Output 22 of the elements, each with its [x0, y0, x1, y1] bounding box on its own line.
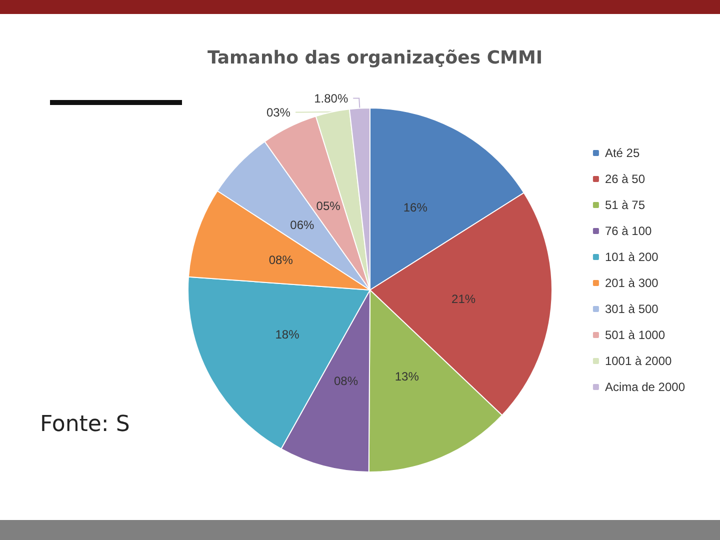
legend-label: 51 à 75 — [604, 198, 646, 212]
legend-label: 101 à 200 — [604, 250, 659, 264]
legend-label: Acima de 2000 — [604, 380, 686, 394]
data-label: 06% — [290, 218, 315, 232]
data-label: 13% — [394, 369, 420, 384]
data-label: 05% — [316, 198, 341, 213]
legend-label: 201 à 300 — [604, 276, 659, 290]
data-label: 08% — [268, 253, 294, 268]
data-label: 18% — [275, 328, 300, 342]
legend-label: 26 à 50 — [604, 172, 646, 186]
data-label: 16% — [403, 200, 428, 215]
legend-label: 76 à 100 — [604, 224, 652, 238]
legend-label: 501 à 1000 — [604, 328, 666, 342]
data-label: 21% — [452, 292, 476, 306]
source-note: Fonte: S — [40, 412, 130, 437]
legend-label: 1001 à 2000 — [604, 354, 672, 368]
data-label: 08% — [334, 374, 358, 388]
data-label: 1.80% — [314, 91, 348, 106]
legend-label: Até 25 — [604, 146, 640, 160]
legend-label: 301 à 500 — [604, 302, 659, 316]
chart-title: Tamanho das organizações CMMI — [207, 48, 543, 68]
data-label: 03% — [266, 105, 291, 120]
